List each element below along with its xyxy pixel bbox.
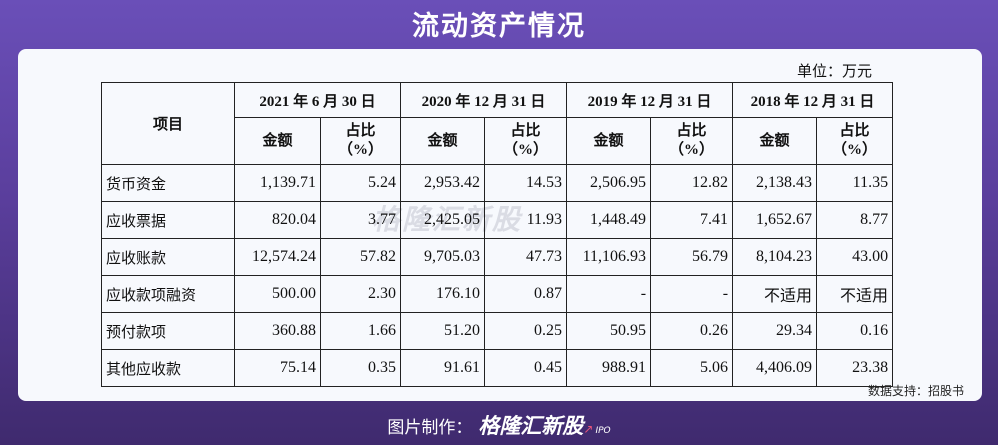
ratio-cell: 14.53 xyxy=(484,164,568,202)
amount-cell: 988.91 xyxy=(566,349,652,387)
ratio-cell: 12.82 xyxy=(650,164,734,202)
ratio-cell: 8.77 xyxy=(816,201,894,239)
ratio-header: 占比 （%） xyxy=(484,117,568,165)
table-row: 应收款项融资 500.00 2.30 176.10 0.87- - 不适用 不适用 xyxy=(101,275,894,313)
table-row: 应收账款 12,574.24 57.82 9,705.03 47.73 11,106.93… xyxy=(101,238,894,276)
amount-cell: 不适用 xyxy=(732,275,818,313)
ratio-header-line1: 占比 xyxy=(676,123,707,139)
ratio-cell: 1.66 xyxy=(319,312,402,350)
ratio-header-line2: （%） xyxy=(338,142,384,158)
ratio-cell: 0.35 xyxy=(319,349,402,387)
ratio-cell: 43.00 xyxy=(816,238,894,276)
amount-cell: 51.20 xyxy=(400,312,486,350)
amount-header: 金额 xyxy=(234,117,321,165)
amount-cell: 1,448.49 xyxy=(566,201,652,239)
footer-brand: 格隆汇新股 xyxy=(478,414,584,438)
amount-cell: 820.04 xyxy=(234,201,321,239)
ratio-cell: 0.16 xyxy=(816,312,894,350)
amount-cell: 2,506.95 xyxy=(566,164,652,202)
ratio-cell: 0.25 xyxy=(484,312,568,350)
ratio-cell: 56.79 xyxy=(650,238,734,276)
amount-cell: 91.61 xyxy=(400,349,486,387)
amount-cell: 50.95 xyxy=(566,312,652,350)
ratio-header-line1: 占比 xyxy=(345,123,376,139)
amount-cell: 1,652.67 xyxy=(732,201,818,239)
amount-cell: 2,953.42 xyxy=(400,164,486,202)
unit-label: 单位：万元 xyxy=(796,62,872,80)
table-row: 应收票据 820.04 3.77 2,425.05 11.93 1,448.49 7.41 1… xyxy=(101,201,894,239)
ratio-cell: 47.73 xyxy=(484,238,568,276)
period-header: 2019 年 12 月 31 日 xyxy=(566,82,734,118)
arrow-icon: ↗ xyxy=(583,422,594,436)
amount-cell: 360.88 xyxy=(234,312,321,350)
amount-cell: 500.00 xyxy=(234,275,321,313)
ratio-cell: 5.06 xyxy=(650,349,734,387)
amount-cell: 12,574.24 xyxy=(234,238,321,276)
ratio-cell: 3.77 xyxy=(319,201,402,239)
period-header: 2021 年 6 月 30 日 xyxy=(233,82,402,118)
ratio-cell: 7.41 xyxy=(650,201,734,239)
ratio-cell: 23.38 xyxy=(816,349,894,387)
ratio-cell: 57.82 xyxy=(319,238,402,276)
ratio-cell: 5.24 xyxy=(319,164,402,202)
ratio-cell: 11.93 xyxy=(484,201,568,239)
amount-cell: - xyxy=(566,275,652,313)
amount-header: 金额 xyxy=(566,117,652,165)
amount-cell: 8,104.23 xyxy=(732,238,818,276)
amount-cell: 2,425.05 xyxy=(400,201,486,239)
amount-cell: 1,139.71 xyxy=(234,164,321,202)
page-title: 流动资产情况 xyxy=(412,11,586,42)
amount-cell: 11,106.93 xyxy=(566,238,652,276)
amount-cell: 9,705.03 xyxy=(400,238,486,276)
ratio-header-line2: （%） xyxy=(832,142,878,158)
table-row: 货币资金 1,139.71 5.24 2,953.42 14.53 2,506.95 12.… xyxy=(101,164,894,202)
ratio-cell: - xyxy=(650,275,734,313)
ratio-cell: 0.45 xyxy=(484,349,568,387)
ratio-header-line2: （%） xyxy=(503,142,549,158)
footer-prefix: 图片制作： xyxy=(387,418,473,438)
period-header: 2020 年 12 月 31 日 xyxy=(400,82,568,118)
ratio-header: 占比 （%） xyxy=(319,117,402,165)
source-note: 数据支持：招股书 xyxy=(867,384,964,398)
footer: 图片制作： 格隆汇新股↗ IPO xyxy=(0,410,998,440)
period-header: 2018 年 12 月 31 日 xyxy=(732,82,894,118)
ratio-cell: 11.35 xyxy=(816,164,894,202)
row-label: 预付款项 xyxy=(101,312,235,350)
ratio-cell: 0.87 xyxy=(484,275,568,313)
amount-cell: 29.34 xyxy=(732,312,818,350)
ratio-header-line1: 占比 xyxy=(839,123,870,139)
current-assets-table: 项目 2021 年 6 月 30 日 2020 年 12 月 31 日 2019… xyxy=(101,82,894,387)
item-header: 项目 xyxy=(101,82,235,165)
ratio-header-line2: （%） xyxy=(669,142,715,158)
ratio-cell: 2.30 xyxy=(319,275,402,313)
table-row: 其他应收款 75.14 0.35 91.61 0.45 988.91 5.06 4,406.0… xyxy=(101,349,894,387)
row-label: 货币资金 xyxy=(101,164,235,202)
amount-cell: 4,406.09 xyxy=(732,349,818,387)
amount-cell: 75.14 xyxy=(234,349,321,387)
ratio-header: 占比 （%） xyxy=(816,117,894,165)
footer-ipo: IPO xyxy=(595,426,611,436)
amount-header: 金额 xyxy=(400,117,486,165)
amount-cell: 2,138.43 xyxy=(732,164,818,202)
table-row: 预付款项 360.88 1.66 51.20 0.25 50.95 0.26 29.34 0.1… xyxy=(101,312,894,350)
ratio-cell: 不适用 xyxy=(816,275,894,313)
ratio-cell: 0.26 xyxy=(650,312,734,350)
amount-header: 金额 xyxy=(732,117,818,165)
ratio-header: 占比 （%） xyxy=(650,117,734,165)
table-body: 货币资金 1,139.71 5.24 2,953.42 14.53 2,506.95 12.… xyxy=(101,164,894,387)
row-label: 其他应收款 xyxy=(101,349,235,387)
row-label: 应收款项融资 xyxy=(101,275,235,313)
ratio-header-line1: 占比 xyxy=(510,123,541,139)
row-label: 应收票据 xyxy=(101,201,235,239)
subheader-row: 金额 占比 （%） 金额 占比 （%） 金额 占比 （%） 金额 占比 （%） xyxy=(102,117,894,165)
amount-cell: 176.10 xyxy=(400,275,486,313)
row-label: 应收账款 xyxy=(101,238,235,276)
